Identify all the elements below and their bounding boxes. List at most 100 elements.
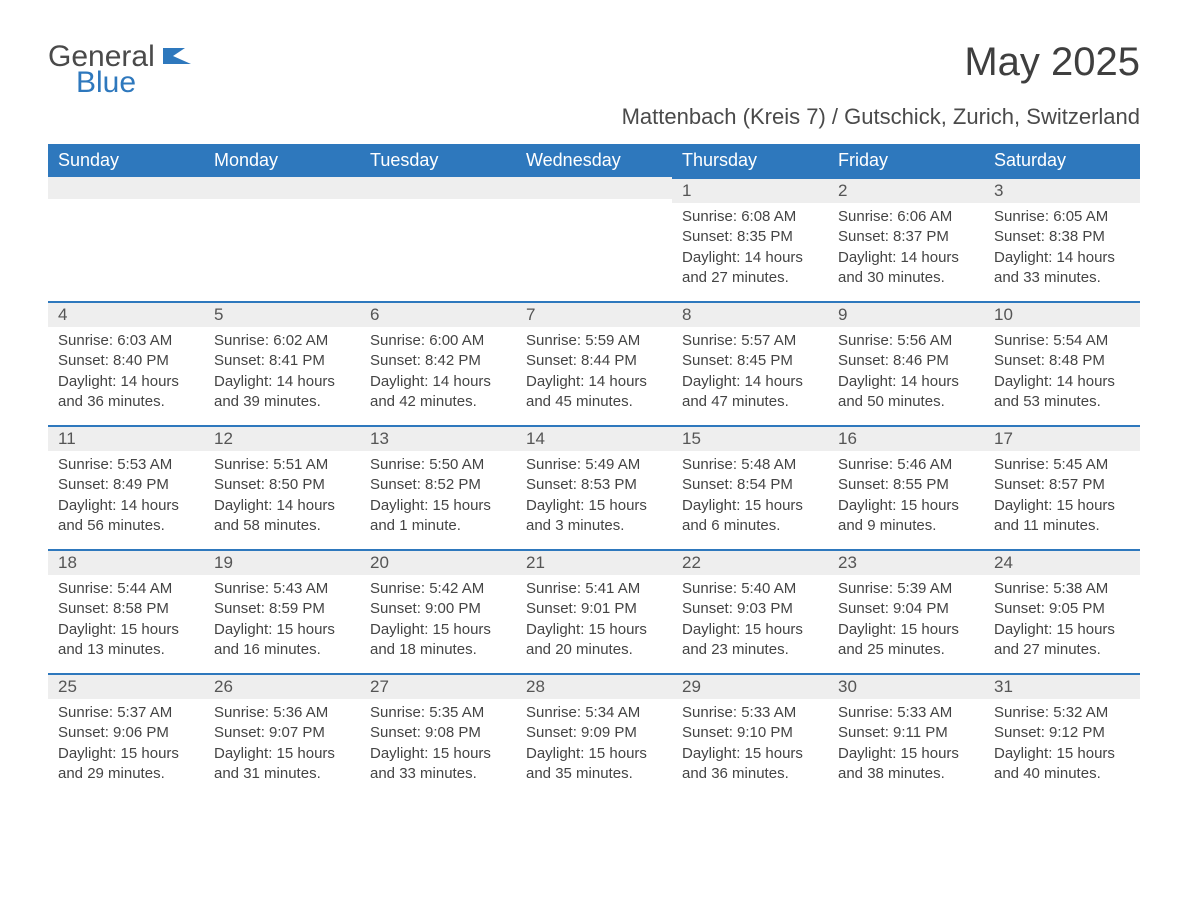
sunset-line: Sunset: 8:44 PM — [526, 351, 662, 371]
daylight-line: Daylight: 15 hours and 35 minutes. — [526, 744, 662, 785]
sunset-line: Sunset: 8:53 PM — [526, 475, 662, 495]
sunset-line: Sunset: 9:07 PM — [214, 723, 350, 743]
sunset-line-value: 8:48 PM — [1049, 352, 1105, 369]
sunrise-line-label: Sunrise: — [370, 704, 429, 721]
daylight-line: Daylight: 15 hours and 16 minutes. — [214, 620, 350, 661]
day-details: Sunrise: 5:35 AMSunset: 9:08 PMDaylight:… — [360, 699, 516, 794]
daylight-line-label: Daylight: — [214, 745, 277, 762]
day-details: Sunrise: 5:53 AMSunset: 8:49 PMDaylight:… — [48, 451, 204, 546]
daylight-line-label: Daylight: — [58, 373, 121, 390]
daylight-line: Daylight: 14 hours and 27 minutes. — [682, 248, 818, 289]
day-number: 31 — [984, 675, 1140, 699]
sunrise-line-value: 5:44 AM — [117, 580, 172, 597]
sunrise-line: Sunrise: 5:36 AM — [214, 703, 350, 723]
weekday-header: Monday — [204, 144, 360, 177]
sunset-line: Sunset: 8:49 PM — [58, 475, 194, 495]
logo-flag-icon — [163, 46, 191, 66]
day-number: 20 — [360, 551, 516, 575]
sunset-line: Sunset: 8:38 PM — [994, 227, 1130, 247]
sunset-line-label: Sunset: — [370, 352, 425, 369]
day-cell: 30Sunrise: 5:33 AMSunset: 9:11 PMDayligh… — [828, 673, 984, 797]
sunrise-line: Sunrise: 5:56 AM — [838, 331, 974, 351]
sunrise-line-value: 5:59 AM — [585, 332, 640, 349]
day-details: Sunrise: 5:33 AMSunset: 9:11 PMDaylight:… — [828, 699, 984, 794]
sunrise-line-value: 5:54 AM — [1053, 332, 1108, 349]
day-cell: 8Sunrise: 5:57 AMSunset: 8:45 PMDaylight… — [672, 301, 828, 425]
sunset-line: Sunset: 9:12 PM — [994, 723, 1130, 743]
daylight-line-label: Daylight: — [370, 497, 433, 514]
sunrise-line-value: 5:39 AM — [897, 580, 952, 597]
header-bar: General Blue May 2025 — [48, 40, 1140, 98]
sunset-line-label: Sunset: — [58, 352, 113, 369]
daylight-line-label: Daylight: — [682, 373, 745, 390]
sunrise-line: Sunrise: 5:57 AM — [682, 331, 818, 351]
sunrise-line-label: Sunrise: — [526, 332, 585, 349]
sunrise-line-value: 6:06 AM — [897, 208, 952, 225]
sunset-line: Sunset: 8:40 PM — [58, 351, 194, 371]
sunset-line-label: Sunset: — [682, 724, 737, 741]
sunrise-line: Sunrise: 5:43 AM — [214, 579, 350, 599]
sunrise-line-value: 5:37 AM — [117, 704, 172, 721]
sunset-line: Sunset: 8:50 PM — [214, 475, 350, 495]
sunset-line-label: Sunset: — [682, 600, 737, 617]
daylight-line: Daylight: 14 hours and 47 minutes. — [682, 372, 818, 413]
calendar-header-row: SundayMondayTuesdayWednesdayThursdayFrid… — [48, 144, 1140, 177]
sunset-line-label: Sunset: — [994, 600, 1049, 617]
daylight-line-label: Daylight: — [838, 373, 901, 390]
day-details: Sunrise: 5:54 AMSunset: 8:48 PMDaylight:… — [984, 327, 1140, 422]
day-details: Sunrise: 5:49 AMSunset: 8:53 PMDaylight:… — [516, 451, 672, 546]
sunrise-line-value: 6:03 AM — [117, 332, 172, 349]
daylight-line: Daylight: 15 hours and 29 minutes. — [58, 744, 194, 785]
sunset-line-value: 8:54 PM — [737, 476, 793, 493]
day-cell: 20Sunrise: 5:42 AMSunset: 9:00 PMDayligh… — [360, 549, 516, 673]
sunrise-line: Sunrise: 5:53 AM — [58, 455, 194, 475]
sunrise-line: Sunrise: 5:46 AM — [838, 455, 974, 475]
day-cell: 23Sunrise: 5:39 AMSunset: 9:04 PMDayligh… — [828, 549, 984, 673]
day-cell: 18Sunrise: 5:44 AMSunset: 8:58 PMDayligh… — [48, 549, 204, 673]
daylight-line-label: Daylight: — [838, 249, 901, 266]
sunrise-line-label: Sunrise: — [682, 208, 741, 225]
daylight-line-label: Daylight: — [58, 745, 121, 762]
day-cell: 15Sunrise: 5:48 AMSunset: 8:54 PMDayligh… — [672, 425, 828, 549]
sunset-line-label: Sunset: — [994, 352, 1049, 369]
day-number: 10 — [984, 303, 1140, 327]
sunset-line-value: 9:07 PM — [269, 724, 325, 741]
day-details: Sunrise: 5:37 AMSunset: 9:06 PMDaylight:… — [48, 699, 204, 794]
sunrise-line-value: 5:34 AM — [585, 704, 640, 721]
day-details: Sunrise: 5:40 AMSunset: 9:03 PMDaylight:… — [672, 575, 828, 670]
sunrise-line-value: 5:51 AM — [273, 456, 328, 473]
sunset-line-label: Sunset: — [838, 600, 893, 617]
day-number: 17 — [984, 427, 1140, 451]
sunrise-line: Sunrise: 6:05 AM — [994, 207, 1130, 227]
daylight-line: Daylight: 15 hours and 20 minutes. — [526, 620, 662, 661]
sunset-line-label: Sunset: — [58, 724, 113, 741]
logo: General Blue — [48, 40, 191, 98]
day-cell: 11Sunrise: 5:53 AMSunset: 8:49 PMDayligh… — [48, 425, 204, 549]
sunset-line-label: Sunset: — [682, 352, 737, 369]
day-cell: 25Sunrise: 5:37 AMSunset: 9:06 PMDayligh… — [48, 673, 204, 797]
daylight-line-label: Daylight: — [682, 621, 745, 638]
sunset-line: Sunset: 9:10 PM — [682, 723, 818, 743]
day-cell: 26Sunrise: 5:36 AMSunset: 9:07 PMDayligh… — [204, 673, 360, 797]
day-number: 1 — [672, 179, 828, 203]
day-details: Sunrise: 5:46 AMSunset: 8:55 PMDaylight:… — [828, 451, 984, 546]
sunset-line: Sunset: 8:48 PM — [994, 351, 1130, 371]
sunset-line-value: 8:50 PM — [269, 476, 325, 493]
daylight-line-label: Daylight: — [214, 621, 277, 638]
daylight-line: Daylight: 15 hours and 38 minutes. — [838, 744, 974, 785]
daylight-line-label: Daylight: — [994, 497, 1057, 514]
sunrise-line-value: 5:35 AM — [429, 704, 484, 721]
sunrise-line: Sunrise: 6:02 AM — [214, 331, 350, 351]
sunset-line-value: 8:40 PM — [113, 352, 169, 369]
day-details: Sunrise: 5:51 AMSunset: 8:50 PMDaylight:… — [204, 451, 360, 546]
sunset-line-value: 9:00 PM — [425, 600, 481, 617]
sunrise-line-value: 5:40 AM — [741, 580, 796, 597]
sunset-line-value: 8:53 PM — [581, 476, 637, 493]
daylight-line-label: Daylight: — [838, 745, 901, 762]
daylight-line: Daylight: 14 hours and 33 minutes. — [994, 248, 1130, 289]
day-details: Sunrise: 5:43 AMSunset: 8:59 PMDaylight:… — [204, 575, 360, 670]
day-cell: 31Sunrise: 5:32 AMSunset: 9:12 PMDayligh… — [984, 673, 1140, 797]
sunset-line: Sunset: 9:09 PM — [526, 723, 662, 743]
sunrise-line: Sunrise: 5:34 AM — [526, 703, 662, 723]
sunset-line-value: 8:46 PM — [893, 352, 949, 369]
